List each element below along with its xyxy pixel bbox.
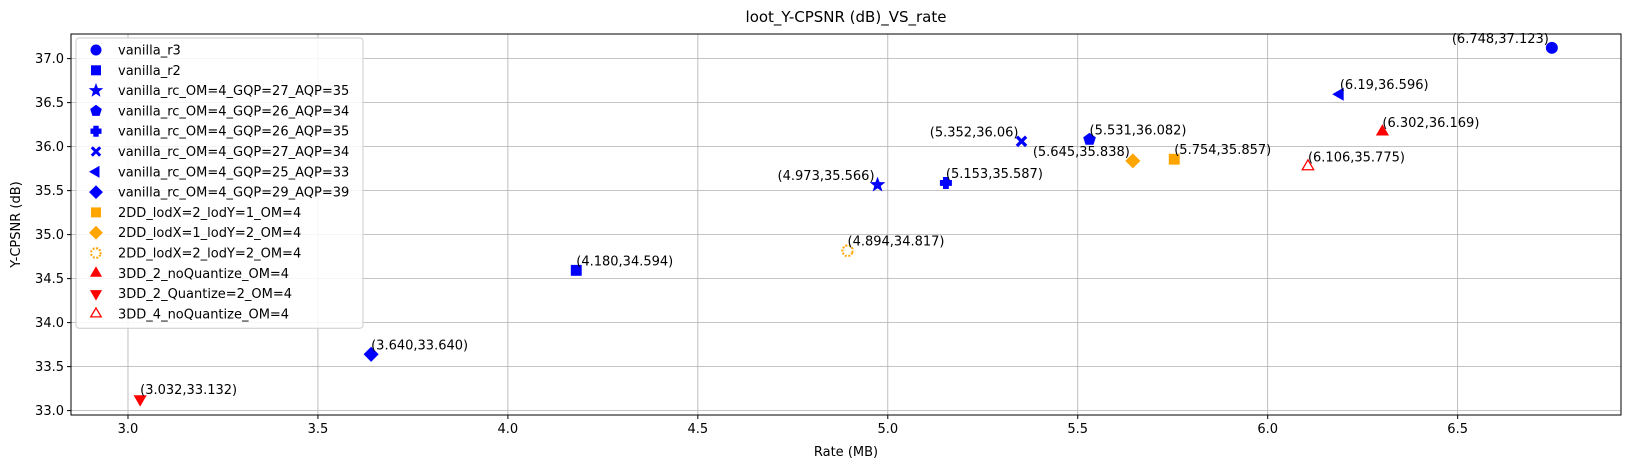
data-label: (3.640,33.640) xyxy=(371,338,468,353)
data-label: (4.973,35.566) xyxy=(778,169,875,184)
legend-label: vanilla_rc_OM=4_GQP=25_AQP=33 xyxy=(118,165,349,180)
chart-title: loot_Y-CPSNR (dB)_VS_rate xyxy=(746,8,947,27)
y-tick-label: 36.5 xyxy=(35,96,64,111)
legend-marker xyxy=(89,306,103,318)
legend-marker xyxy=(89,290,103,301)
axis-ticks: 3.0 3.5 4.0 4.5 5.0 5.5 6.0 6.5 33.0 33.5 34.0 34.5… xyxy=(35,52,1468,437)
legend-label: 3DD_2_noQuantize_OM=4 xyxy=(118,267,289,282)
legend-label: 2DD_lodX=2_lodY=2_OM=4 xyxy=(118,247,301,262)
legend-label: vanilla_r2 xyxy=(118,64,181,79)
legend-marker xyxy=(90,125,102,137)
y-tick-label: 35.5 xyxy=(35,184,64,199)
y-tick-label: 33.0 xyxy=(35,404,64,419)
legend-label: 3DD_4_noQuantize_OM=4 xyxy=(118,307,289,322)
x-axis-label: Rate (MB) xyxy=(814,445,878,460)
data-point xyxy=(869,176,886,192)
legend-marker xyxy=(90,146,102,157)
data-label: (5.153,35.587) xyxy=(946,167,1043,182)
data-point xyxy=(1125,153,1141,169)
legend-marker xyxy=(88,82,104,97)
legend-label: vanilla_rc_OM=4_GQP=27_AQP=35 xyxy=(118,84,349,99)
data-label: (3.032,33.132) xyxy=(140,383,237,398)
data-label: (6.106,35.775) xyxy=(1308,150,1405,165)
data-point xyxy=(570,264,582,276)
y-tick-label: 37.0 xyxy=(35,52,64,67)
legend-label: vanilla_r3 xyxy=(118,44,181,59)
data-point-stroke xyxy=(1015,135,1028,148)
x-tick-label: 3.0 xyxy=(118,422,139,437)
data-labels: (6.748,37.123) (4.180,34.594) (4.973,35.56… xyxy=(140,32,1549,398)
legend-box xyxy=(75,37,364,329)
data-point xyxy=(1083,132,1096,145)
data-point xyxy=(1301,158,1315,171)
legend-marker xyxy=(89,225,103,240)
legend: vanilla_r3 vanilla_r2 vanilla_rc_OM=4_GQP=… xyxy=(75,37,364,329)
legend-marker-stroke xyxy=(90,146,102,157)
data-point xyxy=(1015,135,1028,148)
legend-marker xyxy=(89,266,103,277)
legend-label: vanilla_rc_OM=4_GQP=29_AQP=39 xyxy=(118,186,349,201)
legend-marker xyxy=(89,185,103,200)
data-points xyxy=(133,41,1558,407)
legend-marker xyxy=(90,104,102,116)
legend-marker xyxy=(91,65,101,76)
x-tick-label: 4.0 xyxy=(498,422,519,437)
legend-marker xyxy=(90,247,102,259)
legend-marker xyxy=(90,44,102,56)
data-label: (4.180,34.594) xyxy=(576,254,673,269)
data-label: (5.531,36.082) xyxy=(1090,123,1187,138)
y-tick-label: 36.0 xyxy=(35,140,64,155)
x-tick-label: 4.5 xyxy=(687,422,708,437)
data-label: (5.352,36.06) xyxy=(930,125,1019,140)
x-tick-label: 6.0 xyxy=(1257,422,1278,437)
data-label: (6.748,37.123) xyxy=(1452,32,1549,47)
y-tick-label: 34.0 xyxy=(35,316,64,331)
data-label: (4.894,34.817) xyxy=(848,235,945,250)
x-tick-label: 5.5 xyxy=(1067,422,1088,437)
y-axis-label: Y-CPSNR (dB) xyxy=(9,181,24,268)
legend-marker xyxy=(89,165,100,178)
y-tick-label: 35.0 xyxy=(35,228,64,243)
data-label: (6.19,36.596) xyxy=(1340,78,1429,93)
y-tick-label: 33.5 xyxy=(35,360,64,375)
data-point xyxy=(841,244,854,257)
data-point xyxy=(133,395,147,407)
x-tick-label: 6.5 xyxy=(1447,422,1468,437)
legend-label: 2DD_lodX=1_lodY=2_OM=4 xyxy=(118,226,301,241)
legend-label: 3DD_2_Quantize=2_OM=4 xyxy=(118,287,292,302)
data-point xyxy=(1332,87,1344,101)
data-point xyxy=(939,176,952,189)
data-label: (5.754,35.857) xyxy=(1174,143,1271,158)
legend-label: vanilla_rc_OM=4_GQP=27_AQP=34 xyxy=(118,145,349,160)
data-point xyxy=(1168,153,1180,165)
legend-marker xyxy=(91,207,101,218)
data-point xyxy=(1375,124,1390,136)
data-point xyxy=(363,346,379,362)
data-label: (5.645,35.838) xyxy=(1033,145,1130,160)
data-label: (6.302,36.169) xyxy=(1382,116,1479,131)
data-point xyxy=(1545,41,1558,54)
y-tick-label: 34.5 xyxy=(35,272,64,287)
x-tick-label: 3.5 xyxy=(308,422,329,437)
x-tick-label: 5.0 xyxy=(877,422,898,437)
legend-label: vanilla_rc_OM=4_GQP=26_AQP=34 xyxy=(118,104,349,119)
plot-area-frame xyxy=(70,33,1622,416)
legend-label: vanilla_rc_OM=4_GQP=26_AQP=35 xyxy=(118,125,349,140)
legend-label: 2DD_lodX=2_lodY=1_OM=4 xyxy=(118,206,301,221)
